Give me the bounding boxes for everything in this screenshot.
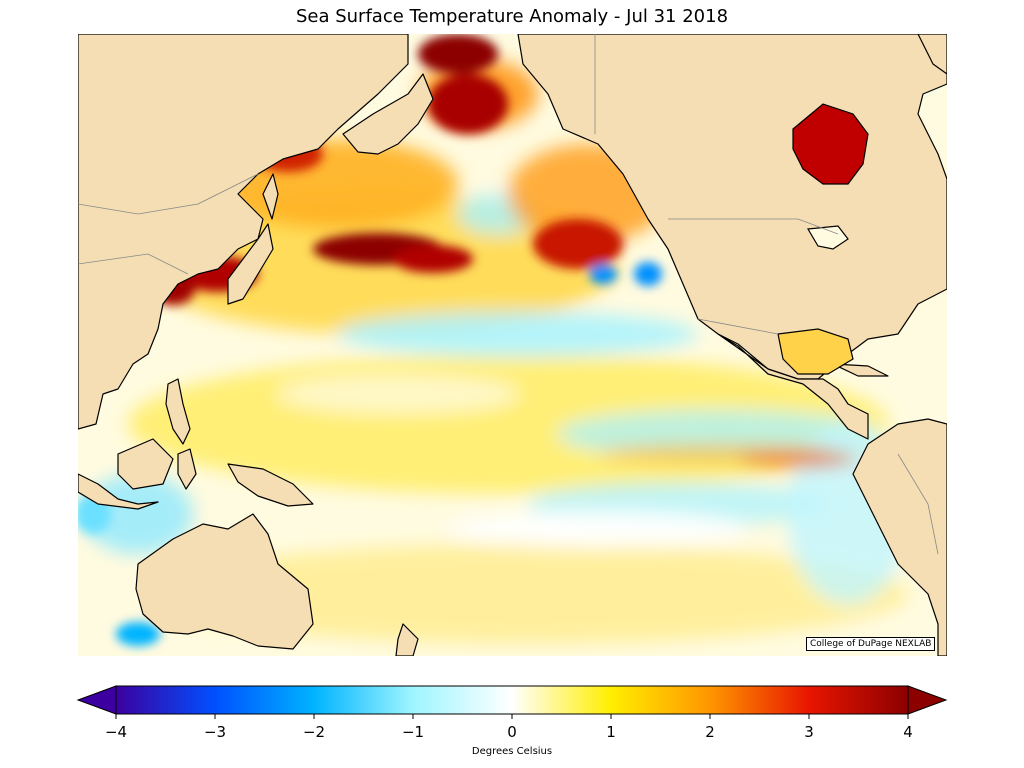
hudson-bay: [792, 103, 869, 185]
colorbar-max-extension: [907, 685, 948, 715]
colorbar-tick-label: 4: [903, 723, 913, 741]
colorbar: −4 −3 −2 −1 0 1 2 3 4 Degrees Celsius: [76, 685, 948, 757]
borders: [78, 34, 939, 555]
credit-label: College of DuPage NEXLAB: [806, 637, 936, 651]
sakhalin: [262, 173, 279, 220]
asia-landmass: [78, 34, 409, 430]
south-america-landmass: [852, 418, 947, 656]
chart-title: Sea Surface Temperature Anomaly - Jul 31…: [295, 6, 729, 27]
new-guinea: [227, 463, 314, 507]
colorbar-tick-label: −3: [204, 723, 226, 741]
cuba: [832, 363, 889, 377]
colorbar-tick-label: 2: [705, 723, 715, 741]
gulf-of-mexico: [777, 328, 854, 375]
sulawesi: [177, 448, 197, 490]
colorbar-min-extension: [76, 685, 117, 715]
greenland-edge: [917, 34, 947, 75]
colorbar-gradient: [115, 685, 909, 715]
colorbar-tick-label: 0: [507, 723, 517, 741]
colorbar-tick-label: 3: [804, 723, 814, 741]
sst-anomaly-map: [78, 34, 947, 656]
borneo: [117, 438, 174, 490]
colorbar-ticks: −4 −3 −2 −1 0 1 2 3 4: [105, 714, 913, 741]
colorbar-tick-label: −1: [402, 723, 424, 741]
central-america: [717, 333, 869, 440]
colorbar-label: Degrees Celsius: [472, 746, 552, 757]
japan: [227, 223, 274, 305]
kamchatka: [342, 73, 434, 155]
colorbar-tick-label: −2: [303, 723, 325, 741]
new-zealand: [395, 623, 419, 656]
great-lakes: [807, 225, 849, 250]
australia: [135, 513, 314, 650]
philippines: [165, 378, 191, 445]
sumatra-java: [78, 473, 159, 510]
inland-seas: [777, 103, 869, 375]
colorbar-tick-label: 1: [606, 723, 616, 741]
colorbar-tick-label: −4: [105, 723, 127, 741]
